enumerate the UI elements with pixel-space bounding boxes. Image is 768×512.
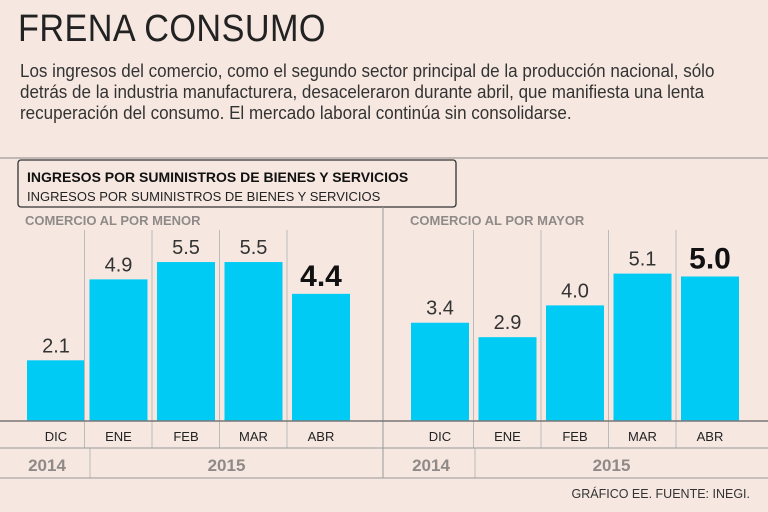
data-label: 5.5 xyxy=(240,237,268,259)
source-note: GRÁFICO EE. FUENTE: INEGI. xyxy=(572,486,751,501)
bar-abr xyxy=(681,276,739,421)
month-label: ABR xyxy=(308,429,335,444)
bar-ene xyxy=(478,337,537,421)
bar-feb xyxy=(546,305,604,421)
month-label: FEB xyxy=(173,429,198,444)
bar-mar xyxy=(613,273,672,421)
data-label: 4.9 xyxy=(105,254,133,276)
bar-feb xyxy=(157,262,215,421)
data-label: 4.0 xyxy=(561,280,589,302)
month-label: FEB xyxy=(562,429,587,444)
data-label: 5.1 xyxy=(629,249,657,271)
month-label: MAR xyxy=(239,429,268,444)
page-title: FRENA CONSUMO xyxy=(18,8,326,50)
panel-label: COMERCIO AL POR MAYOR xyxy=(410,213,585,228)
year-label: 2015 xyxy=(593,456,631,475)
month-label: ENE xyxy=(105,429,132,444)
bar-abr xyxy=(292,293,350,421)
data-label: 2.1 xyxy=(42,335,70,357)
bar-dic xyxy=(411,322,469,421)
data-label: 4.4 xyxy=(300,260,342,293)
data-label: 2.9 xyxy=(494,312,522,334)
month-label: ENE xyxy=(494,429,521,444)
month-label: ABR xyxy=(697,429,724,444)
title-box xyxy=(17,159,457,208)
bar-mar xyxy=(224,262,283,421)
chart-subtitle: INGRESOS POR SUMINISTROS DE BIENES Y SER… xyxy=(27,189,381,204)
data-label: 5.0 xyxy=(689,243,731,276)
month-label: DIC xyxy=(429,429,451,444)
month-label: MAR xyxy=(628,429,657,444)
data-label: 5.5 xyxy=(172,237,200,259)
year-label: 2014 xyxy=(412,456,450,475)
chart-title: INGRESOS POR SUMINISTROS DE BIENES Y SER… xyxy=(27,169,408,185)
month-label: DIC xyxy=(45,429,67,444)
panel-label: COMERCIO AL POR MENOR xyxy=(25,213,201,228)
bar-ene xyxy=(89,279,148,421)
bar-dic xyxy=(27,360,85,421)
description: Los ingresos del comercio, como el segun… xyxy=(20,60,715,123)
year-label: 2014 xyxy=(28,456,66,475)
year-label: 2015 xyxy=(208,456,246,475)
data-label: 3.4 xyxy=(426,298,454,320)
